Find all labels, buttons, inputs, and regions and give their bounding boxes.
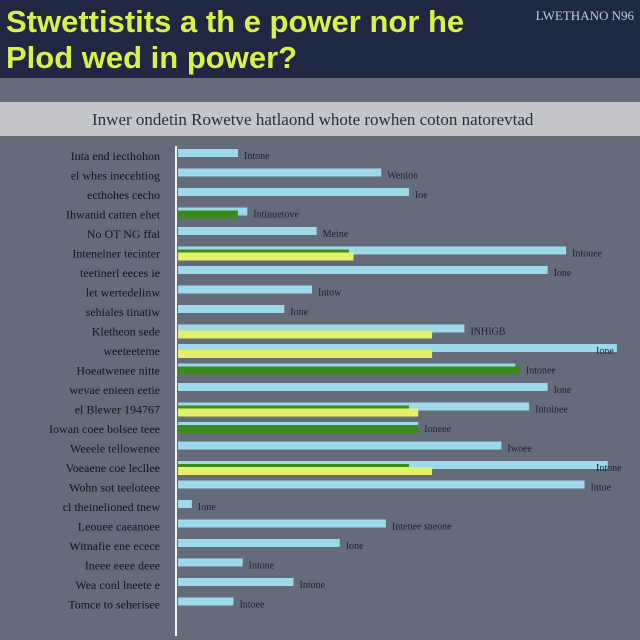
bar: [178, 324, 465, 333]
bar: [178, 500, 192, 508]
bar: [178, 188, 409, 196]
bar: [178, 558, 243, 567]
bar: [178, 252, 354, 261]
data-label: Intinuetove: [253, 210, 299, 221]
data-label: INHIGB: [470, 327, 505, 338]
data-label: Ione: [554, 268, 572, 279]
category-label: Tomce to seherisee: [68, 598, 160, 612]
data-label: Ione: [554, 385, 572, 396]
bar: [178, 305, 285, 313]
bar: [178, 425, 419, 433]
bar: [178, 149, 239, 157]
bar: [178, 539, 340, 547]
data-label: Ione: [198, 502, 216, 513]
bar: [178, 168, 382, 177]
bar: [178, 441, 502, 450]
bar: [178, 519, 386, 528]
category-label: el whes inecehtiog: [71, 169, 160, 183]
data-label: Intoe: [591, 483, 612, 494]
bar: [178, 480, 585, 489]
data-label: Intoee: [239, 600, 265, 611]
bar: [178, 330, 433, 339]
category-label: Kletheon sede: [92, 325, 160, 339]
bar: [178, 408, 419, 417]
data-label: Ione: [596, 346, 614, 357]
bar: [178, 597, 234, 606]
category-label: let wertedelinw: [86, 286, 161, 300]
data-label: Wenion: [387, 171, 418, 182]
bar: [178, 467, 433, 475]
bar: [178, 578, 294, 586]
data-label: Intone: [300, 580, 326, 591]
bar: [178, 227, 317, 235]
category-label: Wea conl lneete e: [75, 578, 160, 592]
category-label: teetinerl eeces ie: [80, 266, 160, 280]
bar: [178, 383, 548, 391]
category-label: Weeele tellowenee: [70, 442, 160, 456]
category-label: Wohn sot teeloteee: [69, 481, 160, 495]
category-label: sehiales tinatiw: [86, 305, 161, 319]
data-label: Intow: [318, 288, 342, 299]
bar: [178, 350, 433, 358]
chart-subtitle: Inwer ondetin Rowetve hatlaond whote row…: [92, 110, 534, 129]
bar: [178, 366, 520, 375]
data-label: Intone: [596, 463, 622, 474]
category-label: Ineee eeee deee: [85, 559, 160, 573]
category-label: Voeaene coe lecllee: [66, 461, 160, 475]
bar: [178, 246, 567, 255]
category-label: Witnafie ene ecece: [69, 539, 160, 553]
bar: [178, 285, 312, 294]
category-label: Intenelner tecinter: [72, 247, 160, 261]
data-label: Intone: [244, 151, 270, 162]
category-label: Hoeatwenee nitte: [76, 364, 160, 378]
data-label: Intone: [249, 561, 275, 572]
data-label: Iwoee: [507, 444, 532, 455]
data-label: Ioneee: [424, 424, 451, 435]
data-label: Ione: [290, 307, 308, 318]
data-label: Intonee: [526, 366, 557, 377]
data-label: Intouee: [572, 249, 603, 260]
category-label: wevae enieen eetie: [69, 383, 160, 397]
category-label: Inta end iecthohon: [71, 149, 160, 163]
data-label: Intoinee: [535, 405, 568, 416]
category-label: ecthohes cecho: [87, 188, 160, 202]
chart-title: Stwettistits a th e power nor he Plod we…: [6, 4, 465, 75]
category-label: Iowan coee bolsee teee: [49, 422, 160, 436]
subtitle-bar: Inwer ondetin Rowetve hatlaond whote row…: [0, 102, 640, 136]
category-label: weeteeteme: [103, 344, 160, 358]
data-label: Intenee sneone: [392, 522, 452, 533]
header-banner: Stwettistits a th e power nor he Plod we…: [0, 0, 640, 78]
bar: [178, 210, 239, 219]
bar: [178, 266, 548, 274]
category-label: cl theinelioned tnew: [63, 500, 161, 514]
category-label: No OT NG ffal: [87, 227, 161, 241]
category-label: Ihwanid catten ehet: [66, 208, 161, 222]
category-label: Leouee caeanoee: [78, 520, 160, 534]
header-badge: LWETHANO N96: [535, 8, 634, 23]
data-label: Ione: [346, 541, 364, 552]
data-label: Ioe: [415, 190, 428, 201]
category-label: el Blewer 194767: [75, 403, 160, 417]
bar: [178, 344, 617, 352]
data-label: Meine: [323, 229, 349, 240]
